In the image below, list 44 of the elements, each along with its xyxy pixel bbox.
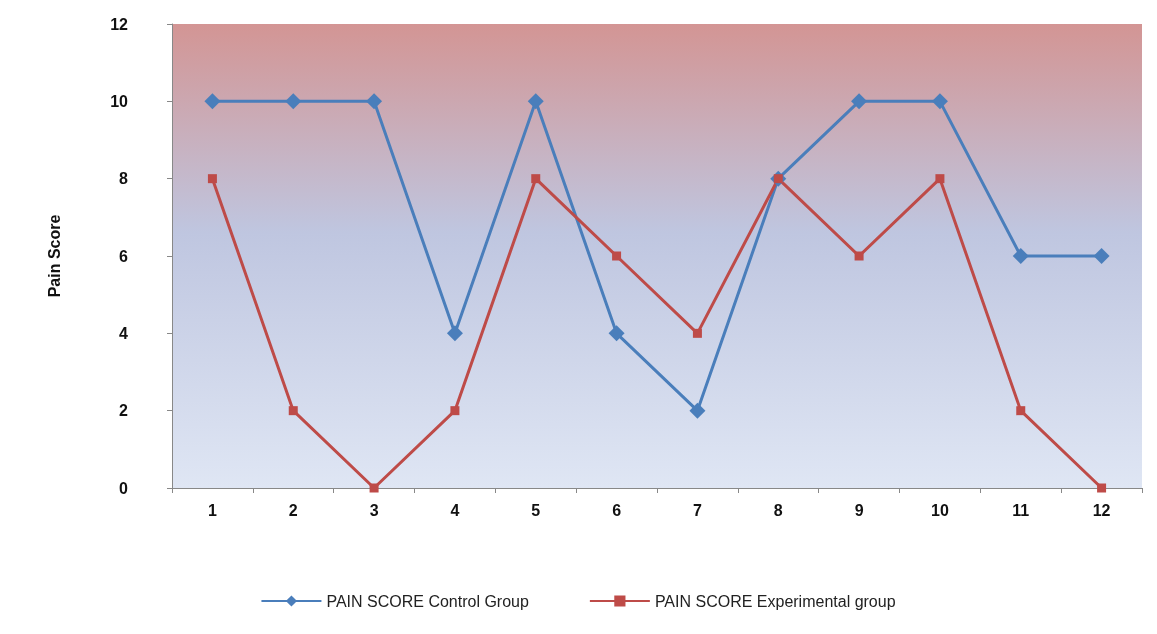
point [854,251,864,261]
point [207,174,217,184]
point [608,325,625,342]
y-tick-label: 0 [119,479,129,497]
y-tick-label: 4 [119,324,129,342]
point [935,174,945,184]
point [285,93,302,110]
point [369,483,379,493]
x-tick-label: 1 [207,501,217,519]
x-tick-label: 10 [931,501,949,519]
point [612,251,622,261]
x-tick-label: 9 [854,501,864,519]
y-tick-label: 12 [110,15,129,33]
x-tick-label: 4 [450,501,460,519]
x-tick-label: 7 [692,501,702,519]
point [288,406,298,416]
y-tick-label: 6 [119,247,129,265]
y-tick-label: 8 [119,170,129,188]
x-tick-label: 11 [1012,501,1030,519]
point [851,93,868,110]
point [692,328,702,338]
y-axis-title: Pain Score [45,214,63,298]
x-tick-label: 6 [612,501,622,519]
point [204,93,221,110]
y-tick-label: 10 [110,92,129,110]
point [366,93,383,110]
point [1093,248,1110,264]
point [1097,483,1107,493]
point [450,406,460,416]
x-tick-label: 12 [1092,501,1111,519]
point [689,402,706,419]
point [446,325,463,342]
point [531,174,541,184]
point [1016,406,1026,416]
legend-label: PAIN SCORE Experimental group [654,592,896,610]
point [1012,248,1029,264]
x-tick-label: 5 [531,501,541,519]
y-tick-label: 2 [119,402,129,420]
point [527,93,544,110]
point [931,93,948,110]
x-tick-label: 2 [288,501,298,519]
x-tick-label: 3 [369,501,379,519]
x-tick-label: 8 [773,501,783,519]
legend-label: PAIN SCORE Control Group [326,592,529,610]
